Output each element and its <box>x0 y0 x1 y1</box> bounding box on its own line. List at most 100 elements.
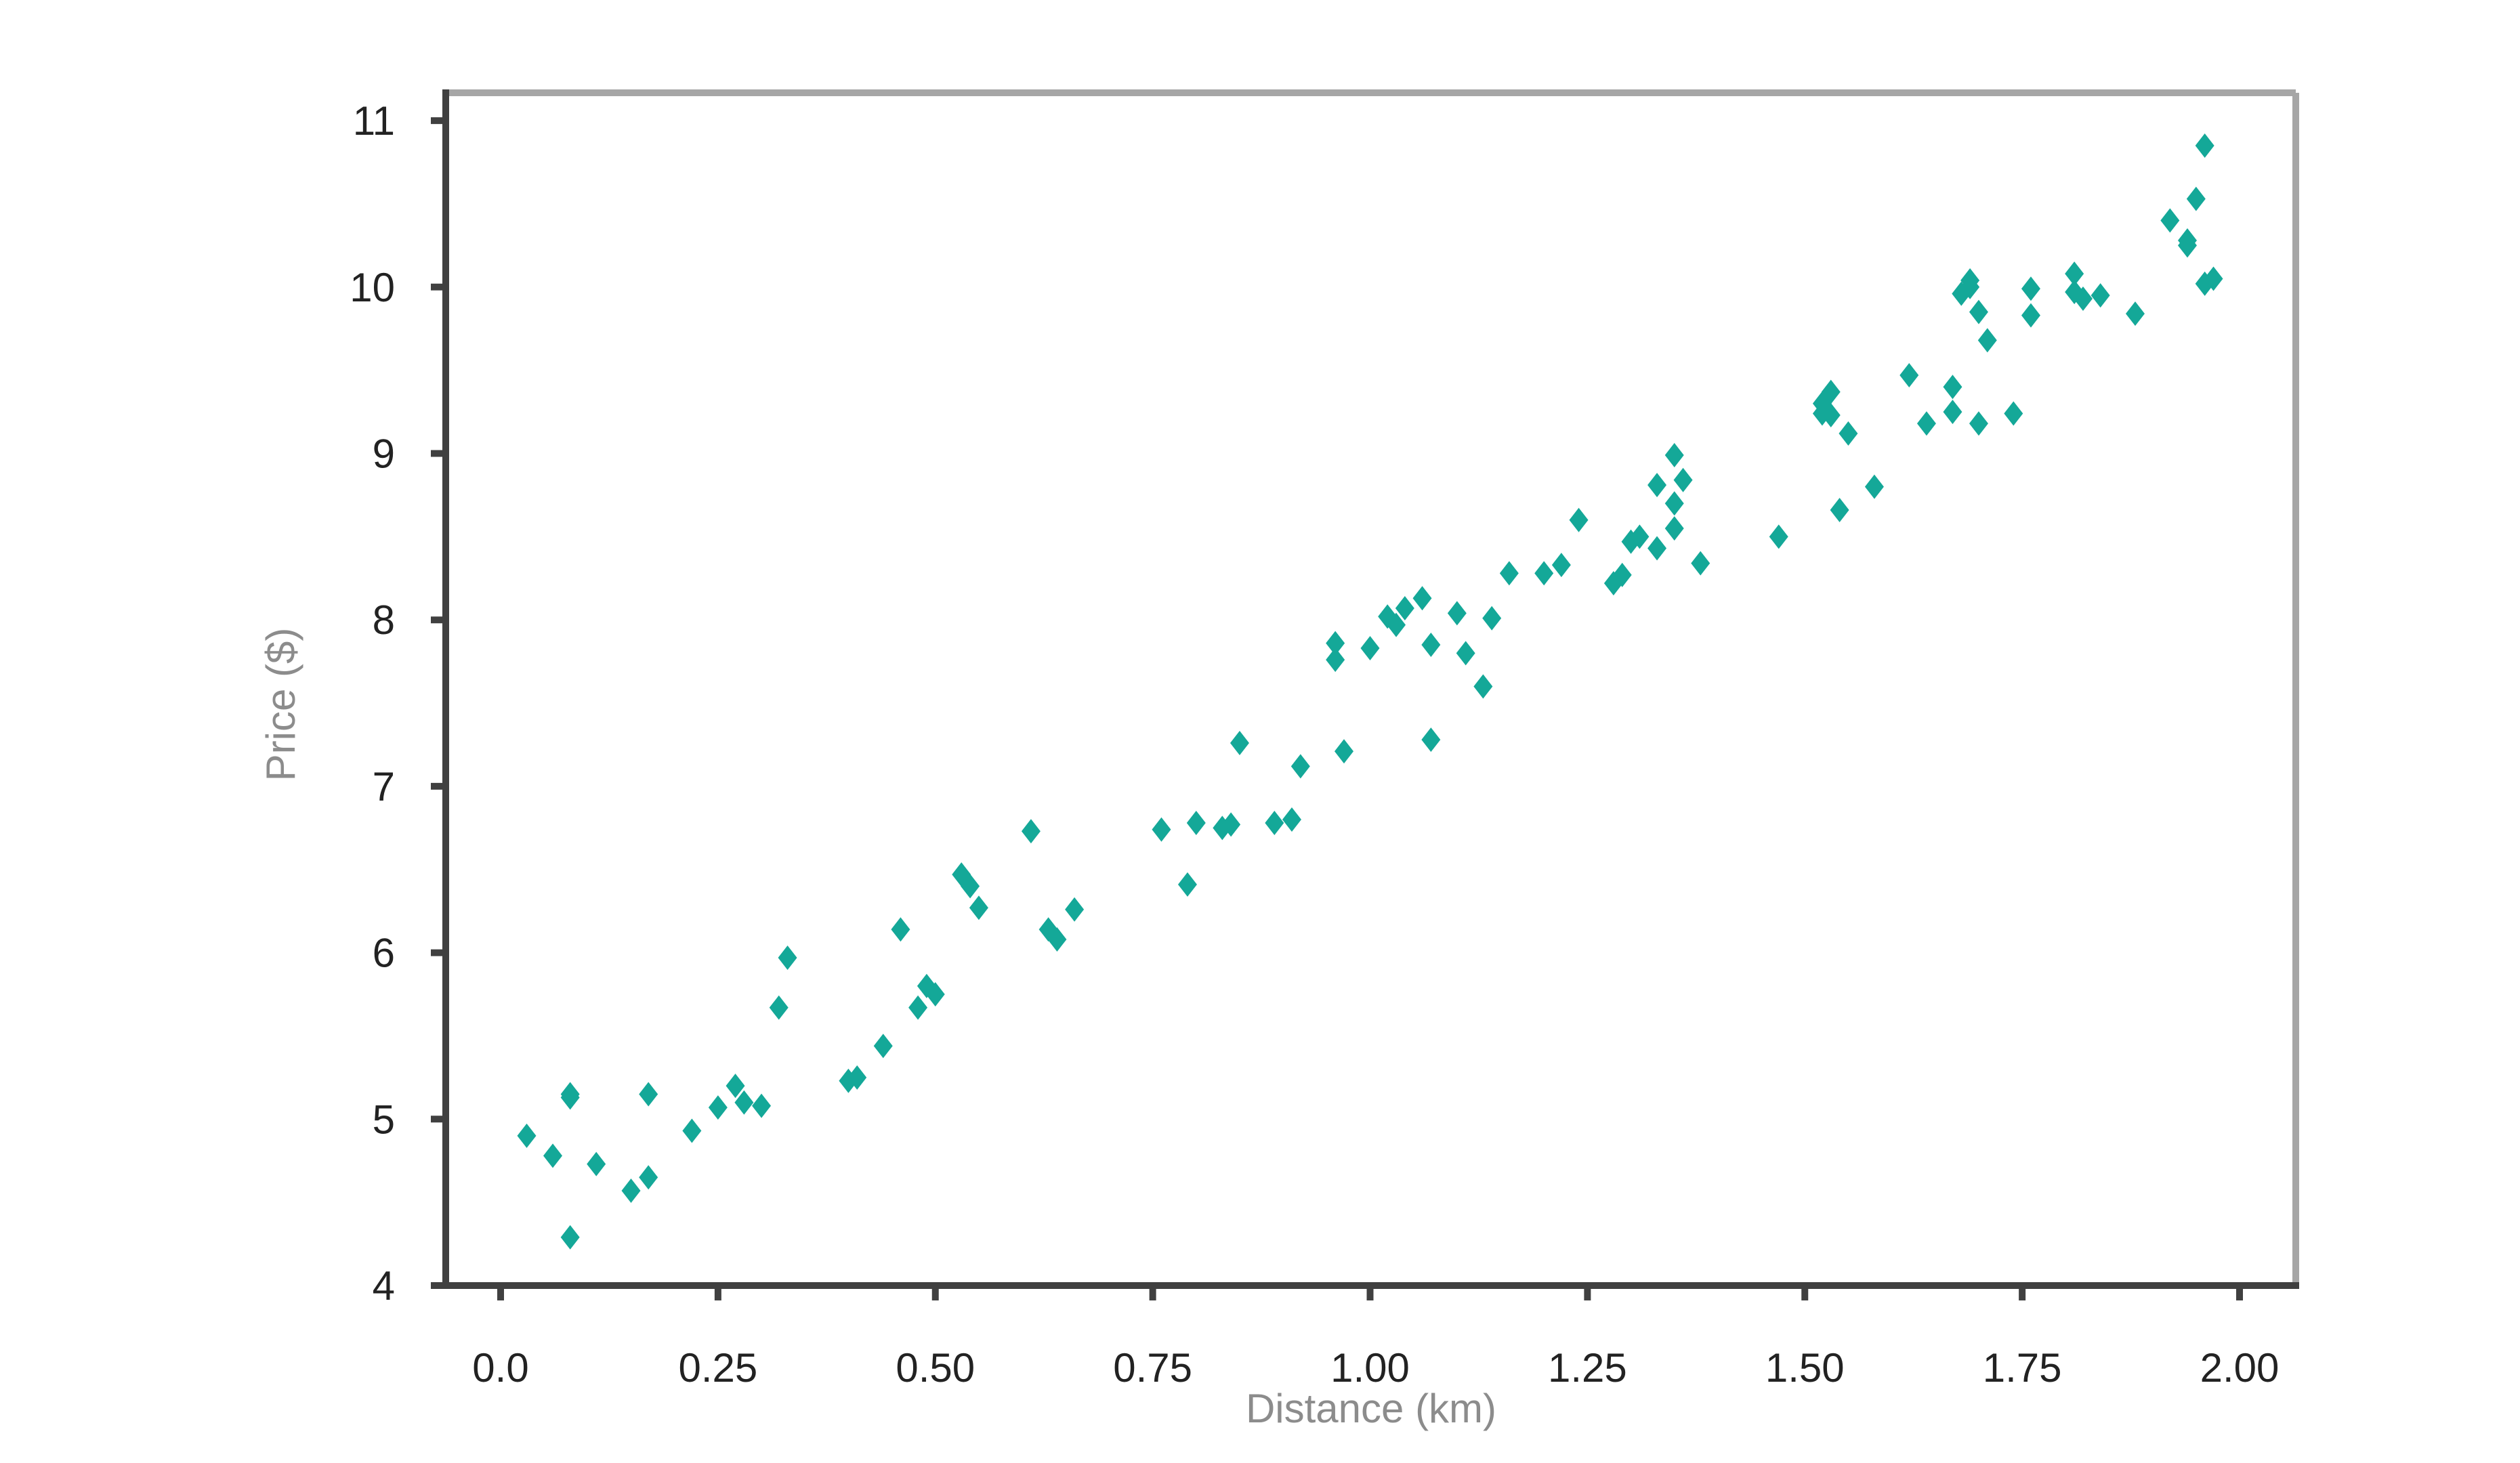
data-point <box>517 1123 537 1148</box>
data-point <box>1960 268 1980 293</box>
data-point <box>1864 474 1884 499</box>
data-point <box>1421 727 1441 752</box>
data-point <box>1630 524 1650 549</box>
data-point <box>1387 612 1406 637</box>
x-tick-label: 0.50 <box>896 1345 975 1391</box>
data-point <box>708 1095 728 1120</box>
data-point <box>1456 641 1475 666</box>
data-point <box>1943 400 1962 425</box>
data-point <box>1664 516 1684 541</box>
data-point <box>682 1118 702 1143</box>
data-point <box>1916 411 1936 436</box>
data-point <box>778 945 797 970</box>
data-point <box>2204 266 2223 291</box>
data-point <box>1230 731 1249 756</box>
data-point <box>1664 491 1684 516</box>
data-point <box>1047 927 1067 952</box>
data-point <box>1447 601 1467 626</box>
x-tick-label: 0.75 <box>1113 1345 1192 1391</box>
data-point <box>543 1143 563 1168</box>
data-point <box>1830 498 1849 523</box>
data-point <box>1177 872 1197 897</box>
y-tick-label: 4 <box>373 1263 395 1309</box>
y-tick-label: 5 <box>373 1097 395 1142</box>
data-point <box>891 917 910 942</box>
data-point <box>1969 411 1988 436</box>
data-point <box>1290 754 1310 779</box>
data-point <box>1326 631 1345 656</box>
data-point <box>925 982 945 1007</box>
y-tick-label: 8 <box>373 597 395 643</box>
data-point <box>2065 261 2084 287</box>
data-point <box>587 1151 606 1176</box>
data-point <box>639 1165 658 1190</box>
x-axis-ticks: 0.0 0.25 0.50 0.75 1.00 1.25 1.50 1.75 2.00 <box>472 1286 2279 1391</box>
data-point <box>2073 286 2093 311</box>
data-point <box>752 1093 772 1118</box>
data-point <box>1551 553 1571 578</box>
data-point <box>1977 328 1997 353</box>
data-point <box>2195 133 2214 158</box>
data-point <box>1482 606 1502 631</box>
data-point <box>769 995 789 1020</box>
x-tick-label: 1.00 <box>1330 1345 1410 1391</box>
y-tick-label: 11 <box>353 98 395 144</box>
data-point <box>639 1082 658 1107</box>
data-point <box>1943 375 1962 400</box>
data-point <box>1326 648 1345 673</box>
data-point <box>1395 596 1414 621</box>
data-point <box>1821 379 1841 404</box>
data-point <box>2021 276 2040 301</box>
data-point <box>847 1065 867 1090</box>
data-point <box>1534 561 1554 586</box>
data-point <box>1769 524 1788 549</box>
data-point <box>1664 442 1684 467</box>
y-tick-label: 7 <box>373 764 395 809</box>
data-point <box>2186 186 2206 211</box>
data-point <box>621 1178 641 1203</box>
data-point <box>1421 633 1441 658</box>
data-point <box>560 1082 580 1107</box>
data-point <box>1612 562 1632 587</box>
data-point <box>2004 401 2023 426</box>
y-axis-label: Price ($) <box>258 628 303 782</box>
data-point <box>908 995 928 1020</box>
y-tick-label: 10 <box>350 265 395 310</box>
data-point <box>2177 233 2197 258</box>
data-point <box>560 1225 580 1250</box>
x-tick-label: 0.0 <box>472 1345 528 1391</box>
x-tick-label: 1.50 <box>1765 1345 1845 1391</box>
data-points <box>517 133 2223 1250</box>
data-point <box>1221 812 1241 837</box>
data-point <box>1152 817 1171 842</box>
x-tick-label: 1.25 <box>1548 1345 1627 1391</box>
data-point <box>1499 561 1519 586</box>
data-point <box>1021 819 1041 844</box>
data-point <box>1673 467 1693 492</box>
data-point <box>1839 421 1858 446</box>
y-tick-label: 9 <box>373 431 395 477</box>
x-tick-label: 0.25 <box>678 1345 757 1391</box>
data-point <box>1334 739 1353 764</box>
data-point <box>1569 507 1589 532</box>
data-point <box>726 1074 745 1099</box>
y-tick-label: 6 <box>373 931 395 976</box>
x-axis-label: Distance (km) <box>1246 1386 1496 1431</box>
data-point <box>961 874 980 899</box>
data-point <box>1186 810 1206 835</box>
data-point <box>1265 810 1284 835</box>
data-point <box>873 1034 893 1059</box>
data-point <box>1821 402 1841 427</box>
data-point <box>1647 536 1667 561</box>
data-point <box>2021 303 2040 328</box>
data-point <box>1691 551 1710 576</box>
data-point <box>1360 635 1380 660</box>
data-point <box>1282 807 1301 832</box>
data-point <box>2091 283 2110 308</box>
y-axis-ticks: 4 5 6 7 8 9 10 11 <box>350 98 446 1309</box>
data-point <box>2160 208 2180 233</box>
data-point <box>1473 674 1493 699</box>
data-point <box>2125 301 2145 326</box>
data-point <box>969 895 988 920</box>
